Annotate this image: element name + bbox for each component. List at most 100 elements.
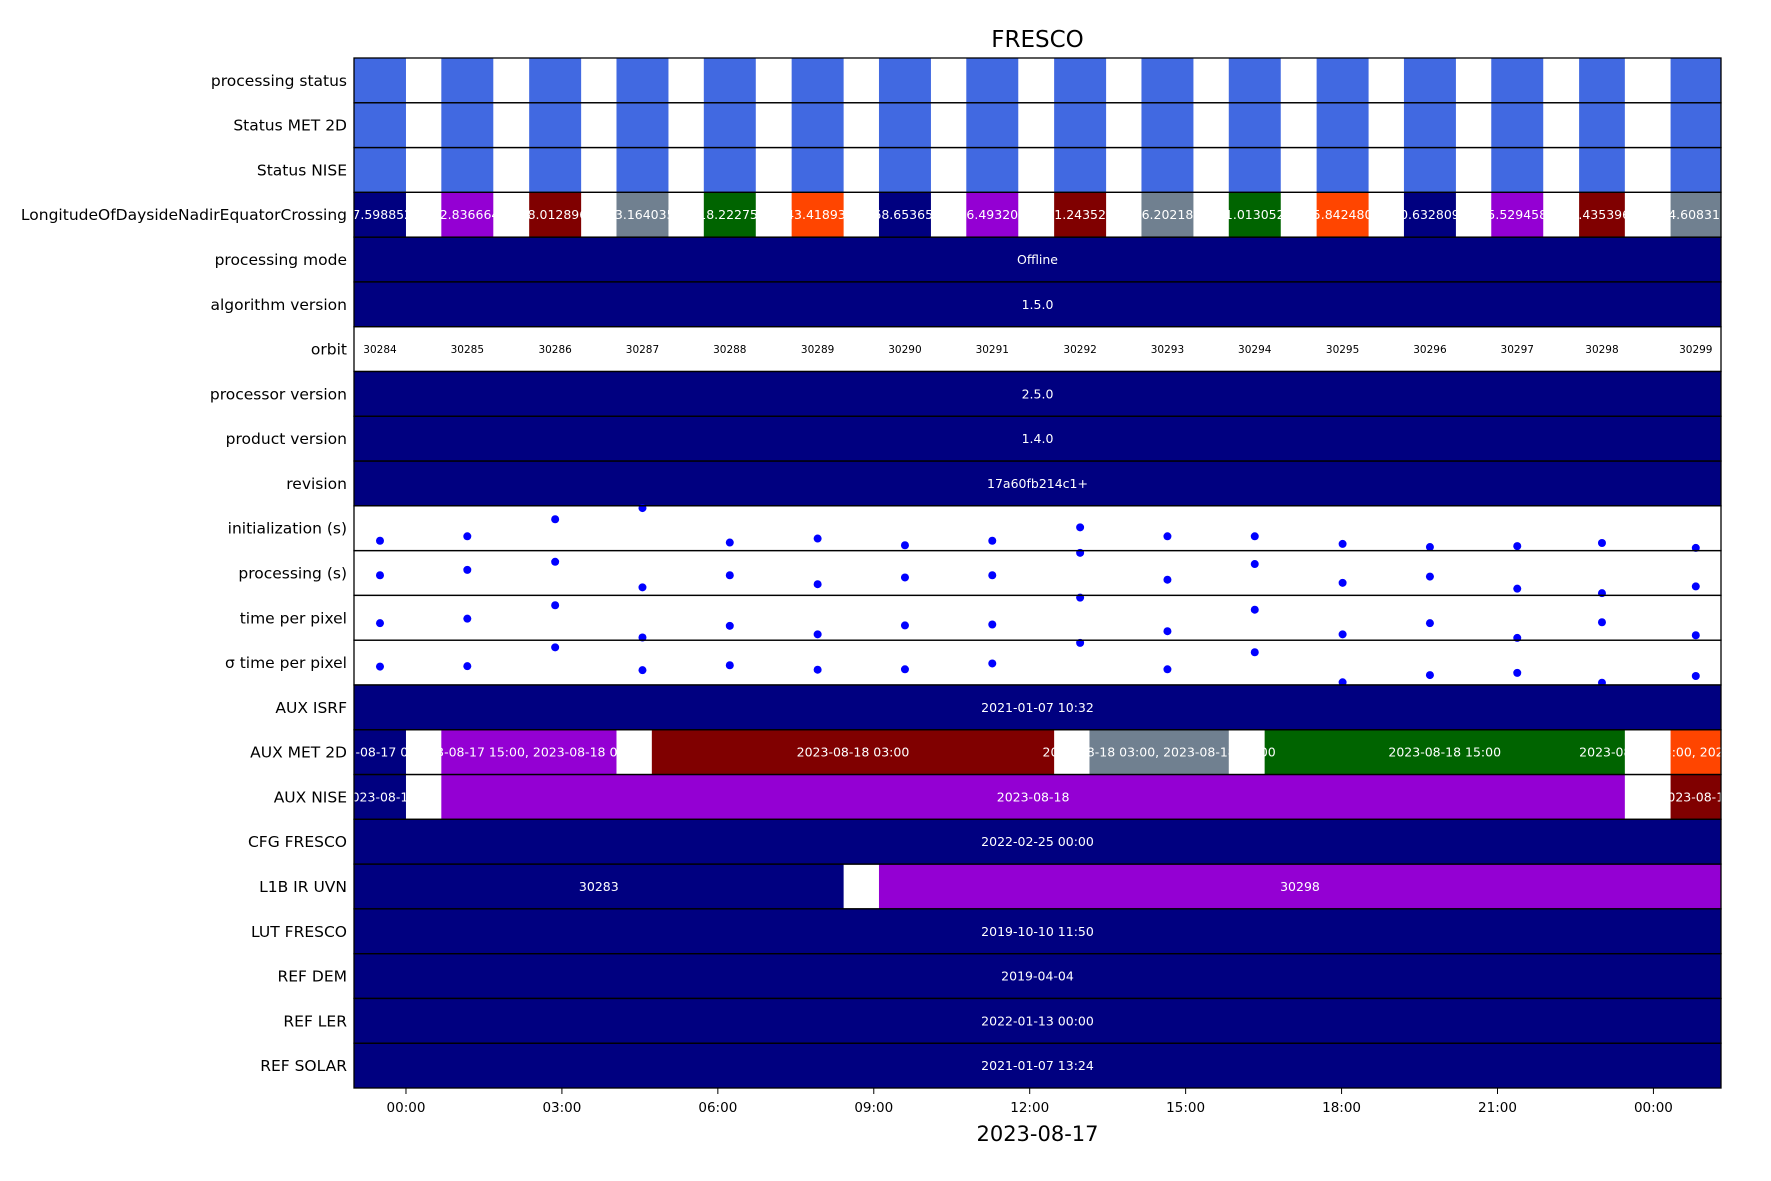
row-label: CFG FRESCO [248,833,347,851]
orbit-bar [1491,147,1544,193]
x-tick-label: 09:00 [854,1100,893,1116]
orbit-bar [791,102,844,148]
row-l1b-ir-uvn: 30283 30298 [354,864,1721,909]
row-ref-solar: 2021-01-07 13:24 [354,1043,1721,1088]
scatter-point [813,665,822,674]
longitude-value: 141.2435205 [1038,207,1122,222]
longitude-value: -68.0128967 [515,207,595,222]
row-label: orbit [311,341,347,359]
scatter-point [1076,638,1085,647]
row-label: Status NISE [257,161,347,179]
orbit-bar [1141,58,1194,103]
row-frame [353,594,1722,641]
row-label: REF LER [283,1012,347,1030]
orbit-bar [703,147,756,193]
orbit-bar [1228,58,1281,103]
span-bar [878,864,1721,909]
row-orbit: 30284 30285 30286 30287 30288 30289 30290 30291… [363,344,1712,356]
scatter-point [1250,605,1259,614]
span-label: 2021-01-07 13:24 [981,1058,1094,1073]
longitude-bar [1491,192,1544,238]
orbit-bar [1670,58,1721,103]
orbit-bar [1491,58,1544,103]
scatter-point [1513,542,1522,551]
longitude-value: -9.4353964 [1566,207,1638,222]
scatter-point [1250,532,1259,541]
span-label: 2023-08-18 15:00, 2023-08-19 03:00 [1579,745,1771,760]
scatter-point [988,659,997,668]
row-frame [353,1042,1722,1089]
row-cfg-fresco: 2022-02-25 00:00 [354,819,1721,865]
x-tick-label: 03:00 [542,1100,581,1116]
longitude-bar [791,192,844,238]
span-label: 2021-01-07 10:32 [981,700,1094,715]
scatter-point [1513,584,1522,593]
orbit-number: 30299 [1679,344,1712,356]
span-label: 1.5.0 [1022,297,1054,312]
scatter-point [1691,631,1700,640]
scatter-point [1513,668,1522,677]
row-label: processing mode [215,251,347,269]
span-bar [354,281,1721,327]
row-label: time per pixel [240,609,347,627]
chart-title: FRESCO [991,27,1084,53]
orbit-bar [1670,147,1721,193]
scatter-point [1425,671,1434,680]
row-processing-status [354,58,1721,103]
row-time-per-pixel [375,638,1700,687]
scatter-point [900,573,909,582]
row-label: Status MET 2D [233,117,347,135]
scatter-point [375,662,384,671]
row-initialization-s [375,504,1700,552]
scatter-point [375,571,384,580]
scatter-point [900,541,909,550]
span-label: 2023-08-19 [1659,789,1732,804]
x-tick-label: 12:00 [1010,1100,1049,1116]
row-ref-ler: 2022-01-13 00:00 [354,998,1721,1044]
span-bar [354,237,1721,282]
row-label: σ time per pixel [225,654,347,672]
span-label: 2023-08-17 [344,789,417,804]
span-label: 2023-08-17 15:00, 2023-08-18 03:00 [412,745,645,760]
scatter-point [900,621,909,630]
orbit-bar [1403,58,1456,103]
orbit-bar [1316,147,1369,193]
span-label: 30283 [579,879,619,894]
orbit-number: 30291 [976,344,1009,356]
scatter-point [1597,538,1606,547]
scatter-point [638,633,647,642]
longitude-bar [703,192,756,238]
span-label: 2023-08-17 03:00 [324,745,437,760]
span-label: 2023-08-18 [997,789,1070,804]
span-label: 1.4.0 [1022,431,1054,446]
scatter-point [725,571,734,580]
orbit-bar [354,102,406,148]
scatter-point [1691,543,1700,552]
row-longitudeofdaysidenadirequatorcrossing: -17.5988525 -42.8366645 -68.0128967 -93.164… [354,192,1721,238]
row-label: revision [286,475,347,493]
orbit-bar [1579,147,1625,193]
orbit-bar [616,102,669,148]
span-bar [354,416,1721,462]
scatter-point [1338,539,1347,548]
x-tick-label: 15:00 [1166,1100,1205,1116]
span-bar [354,461,1721,506]
span-label: 17a60fb214c1+ [987,476,1088,491]
scatter-point [638,583,647,592]
x-axis-label: 2023-08-17 [976,1122,1098,1146]
longitude-value: -93.1640356 [602,207,682,222]
longitude-bar [878,192,931,238]
row-status-nise [354,147,1721,193]
row-aux-isrf: 2021-01-07 10:32 [354,684,1721,730]
longitude-bar [1141,192,1194,238]
row-processor-version: 2.5.0 [354,371,1721,417]
orbit-number: 30285 [451,344,484,356]
longitude-value: 65.8424809 [1305,207,1381,222]
orbit-number: 30288 [713,344,746,356]
scatter-point [1425,543,1434,552]
orbit-bar [1579,58,1625,103]
scatter-point [1425,572,1434,581]
row-status-met-2d [354,102,1721,148]
row-processing-s [375,548,1700,598]
